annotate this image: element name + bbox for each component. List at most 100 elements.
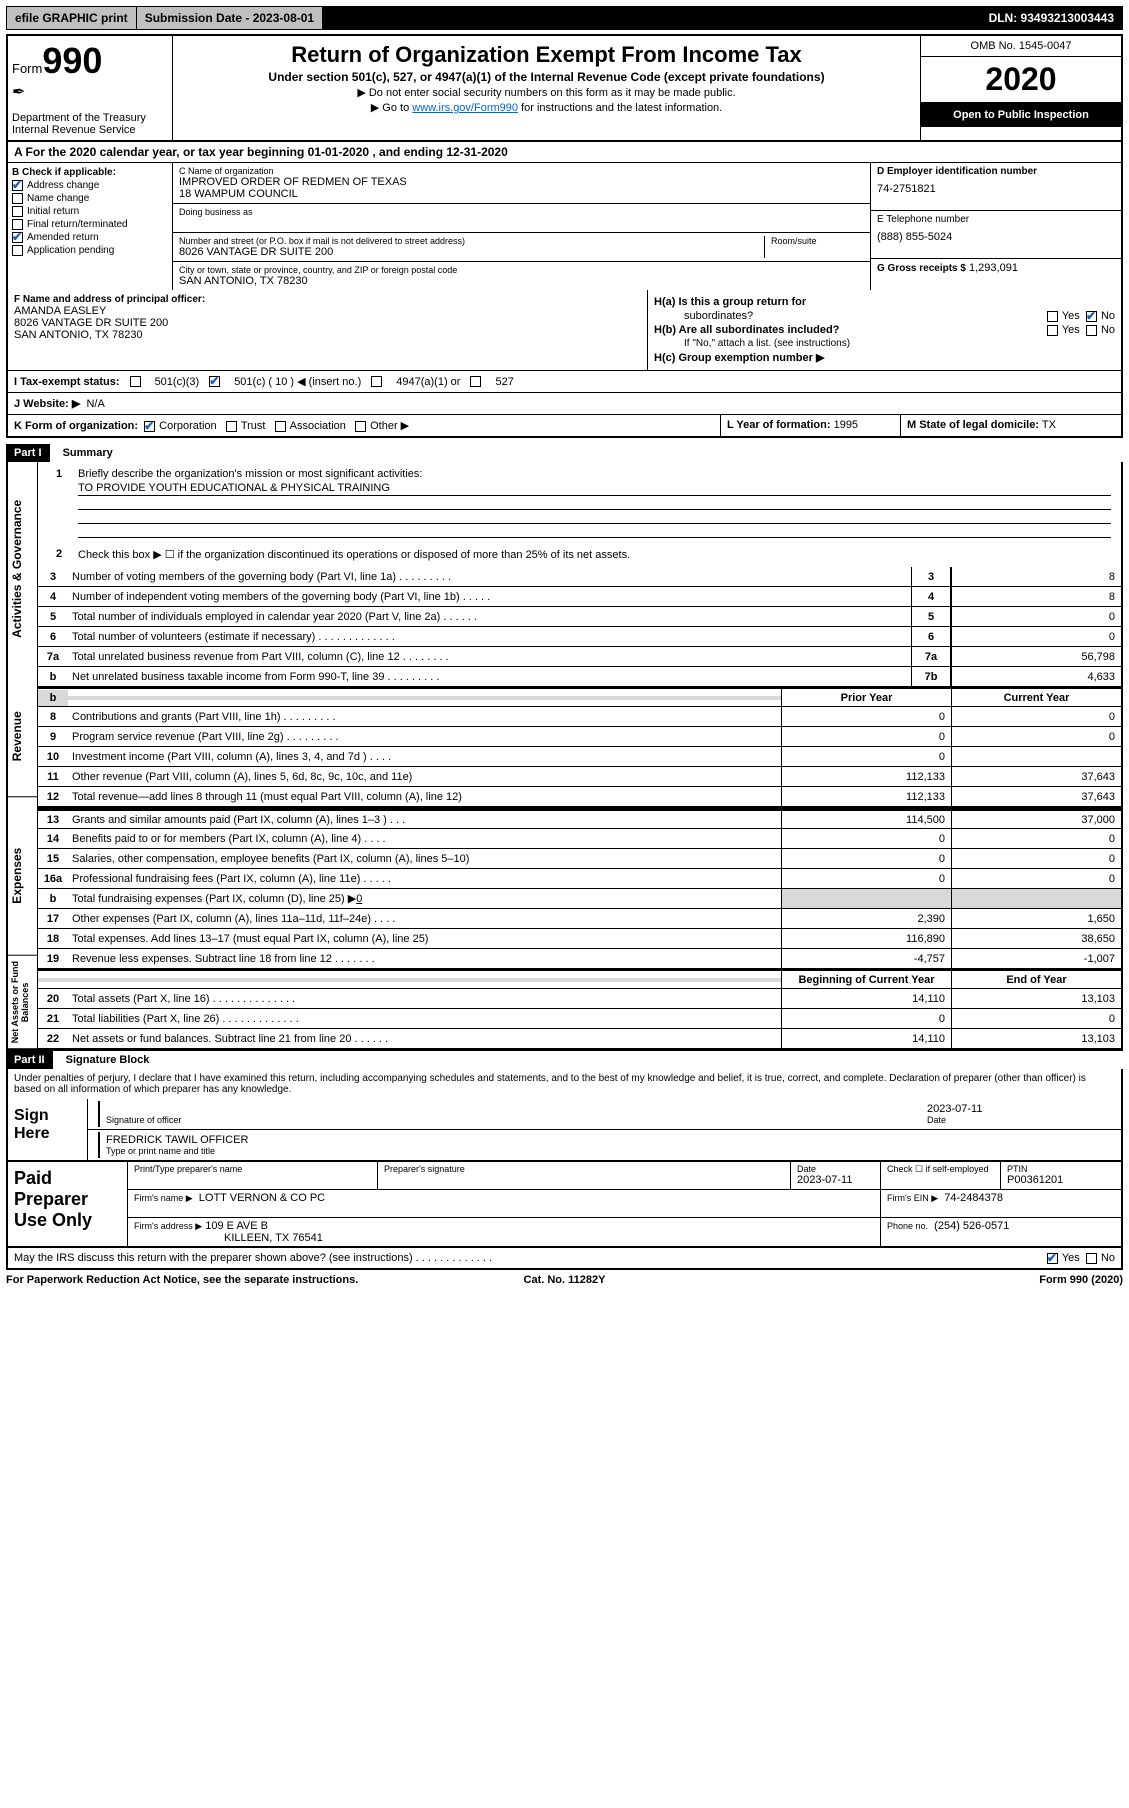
section-l: L Year of formation: 1995 bbox=[721, 415, 901, 436]
firm-phone: (254) 526-0571 bbox=[934, 1220, 1009, 1232]
firm-addr1: 109 E AVE B bbox=[205, 1220, 268, 1232]
summary-table: Activities & Governance Revenue Expenses… bbox=[6, 462, 1123, 1051]
summary-row: 15Salaries, other compensation, employee… bbox=[38, 849, 1121, 869]
chk-ha-yes[interactable] bbox=[1047, 311, 1058, 322]
irs: Internal Revenue Service bbox=[12, 124, 168, 136]
tax-year: 2020 bbox=[921, 57, 1121, 103]
website: N/A bbox=[86, 398, 104, 410]
section-m: M State of legal domicile: TX bbox=[901, 415, 1121, 436]
chk-501c3[interactable] bbox=[130, 376, 141, 387]
summary-row: 9Program service revenue (Part VIII, lin… bbox=[38, 727, 1121, 747]
chk-address-change[interactable] bbox=[12, 180, 23, 191]
prep-date: 2023-07-11 bbox=[797, 1174, 874, 1186]
efile-button[interactable]: efile GRAPHIC print bbox=[7, 7, 137, 29]
chk-discuss-no[interactable] bbox=[1086, 1253, 1097, 1264]
chk-discuss-yes[interactable] bbox=[1047, 1253, 1058, 1264]
part-ii-title: Signature Block bbox=[56, 1054, 150, 1066]
telephone: (888) 855-5024 bbox=[877, 231, 1115, 243]
submission-date: Submission Date - 2023-08-01 bbox=[137, 7, 323, 29]
part-ii-tag: Part II bbox=[6, 1051, 53, 1069]
penalty-text: Under penalties of perjury, I declare th… bbox=[8, 1069, 1121, 1099]
topbar: efile GRAPHIC print Submission Date - 20… bbox=[6, 6, 1123, 30]
summary-row: 11Other revenue (Part VIII, column (A), … bbox=[38, 767, 1121, 787]
summary-row: 16aProfessional fundraising fees (Part I… bbox=[38, 869, 1121, 889]
chk-527[interactable] bbox=[470, 376, 481, 387]
vtab-revenue: Revenue bbox=[8, 676, 37, 797]
chk-hb-no[interactable] bbox=[1086, 325, 1097, 336]
paid-preparer-label: Paid Preparer Use Only bbox=[8, 1162, 128, 1246]
chk-ha-no[interactable] bbox=[1086, 311, 1097, 322]
topbar-spacer bbox=[323, 7, 980, 29]
summary-row: 20Total assets (Part X, line 16) . . . .… bbox=[38, 989, 1121, 1009]
vtab-expenses: Expenses bbox=[8, 797, 37, 956]
org-city: SAN ANTONIO, TX 78230 bbox=[179, 275, 864, 287]
summary-row: 4Number of independent voting members of… bbox=[38, 587, 1121, 607]
section-h: H(a) Is this a group return for subordin… bbox=[648, 290, 1121, 370]
chk-amended[interactable] bbox=[12, 232, 23, 243]
section-j: J Website: ▶ N/A bbox=[6, 393, 1123, 415]
section-deg: D Employer identification number 74-2751… bbox=[871, 163, 1121, 290]
na-header-row: Beginning of Current Year End of Year bbox=[38, 969, 1121, 989]
section-c: C Name of organization IMPROVED ORDER OF… bbox=[173, 163, 871, 290]
org-name-1: IMPROVED ORDER OF REDMEN OF TEXAS bbox=[179, 176, 864, 188]
org-address: 8026 VANTAGE DR SUITE 200 bbox=[179, 246, 764, 258]
omb-number: OMB No. 1545-0047 bbox=[921, 36, 1121, 57]
org-name-2: 18 WAMPUM COUNCIL bbox=[179, 188, 864, 200]
summary-row: 19Revenue less expenses. Subtract line 1… bbox=[38, 949, 1121, 969]
officer-signer: FREDRICK TAWIL OFFICER bbox=[106, 1134, 1115, 1146]
chk-assoc[interactable] bbox=[275, 421, 286, 432]
summary-row: 13Grants and similar amounts paid (Part … bbox=[38, 809, 1121, 829]
summary-row: 18Total expenses. Add lines 13–17 (must … bbox=[38, 929, 1121, 949]
summary-row: 6Total number of volunteers (estimate if… bbox=[38, 627, 1121, 647]
chk-trust[interactable] bbox=[226, 421, 237, 432]
summary-row: 10Investment income (Part VIII, column (… bbox=[38, 747, 1121, 767]
chk-application-pending[interactable] bbox=[12, 245, 23, 256]
vtab-netassets: Net Assets or Fund Balances bbox=[8, 956, 37, 1049]
chk-initial-return[interactable] bbox=[12, 206, 23, 217]
firm-ein: 74-2484378 bbox=[944, 1192, 1003, 1204]
discuss-row: May the IRS discuss this return with the… bbox=[6, 1248, 1123, 1270]
dln: DLN: 93493213003443 bbox=[981, 7, 1122, 29]
form-subtitle: Under section 501(c), 527, or 4947(a)(1)… bbox=[177, 70, 916, 84]
section-klm: K Form of organization: Corporation Trus… bbox=[6, 415, 1123, 438]
firm-addr2: KILLEEN, TX 76541 bbox=[134, 1232, 874, 1244]
summary-row: 3Number of voting members of the governi… bbox=[38, 567, 1121, 587]
summary-row: bNet unrelated business taxable income f… bbox=[38, 667, 1121, 687]
section-i: I Tax-exempt status: 501(c)(3) 501(c) ( … bbox=[6, 371, 1123, 393]
summary-row: 12Total revenue—add lines 8 through 11 (… bbox=[38, 787, 1121, 807]
summary-row: 17Other expenses (Part IX, column (A), l… bbox=[38, 909, 1121, 929]
form-title: Return of Organization Exempt From Incom… bbox=[177, 42, 916, 68]
signature-block: Under penalties of perjury, I declare th… bbox=[6, 1069, 1123, 1162]
entity-block: B Check if applicable: Address change Na… bbox=[6, 163, 1123, 290]
section-b: B Check if applicable: Address change Na… bbox=[8, 163, 173, 290]
chk-final-return[interactable] bbox=[12, 219, 23, 230]
irs-link[interactable]: www.irs.gov/Form990 bbox=[412, 102, 518, 114]
chk-4947[interactable] bbox=[371, 376, 382, 387]
chk-hb-yes[interactable] bbox=[1047, 325, 1058, 336]
chk-other[interactable] bbox=[355, 421, 366, 432]
paid-preparer-block: Paid Preparer Use Only Print/Type prepar… bbox=[6, 1162, 1123, 1248]
summary-row: 21Total liabilities (Part X, line 26) . … bbox=[38, 1009, 1121, 1029]
section-fh: F Name and address of principal officer:… bbox=[6, 290, 1123, 371]
form-number: Form990 bbox=[12, 40, 168, 82]
form-note-ssn: ▶ Do not enter social security numbers o… bbox=[177, 86, 916, 99]
part-i-title: Summary bbox=[53, 447, 113, 459]
chk-corp[interactable] bbox=[144, 421, 155, 432]
officer-addr2: SAN ANTONIO, TX 78230 bbox=[14, 329, 641, 341]
summary-row: 8Contributions and grants (Part VIII, li… bbox=[38, 707, 1121, 727]
chk-501c[interactable] bbox=[209, 376, 220, 387]
summary-row: 14Benefits paid to or for members (Part … bbox=[38, 829, 1121, 849]
officer-name: AMANDA EASLEY bbox=[14, 305, 641, 317]
footer: For Paperwork Reduction Act Notice, see … bbox=[6, 1270, 1123, 1290]
chk-name-change[interactable] bbox=[12, 193, 23, 204]
summary-row: 7aTotal unrelated business revenue from … bbox=[38, 647, 1121, 667]
summary-row: 5Total number of individuals employed in… bbox=[38, 607, 1121, 627]
form-note-link: ▶ Go to www.irs.gov/Form990 for instruct… bbox=[177, 101, 916, 114]
open-inspection: Open to Public Inspection bbox=[921, 103, 1121, 127]
section-f: F Name and address of principal officer:… bbox=[8, 290, 648, 370]
ein: 74-2751821 bbox=[877, 183, 1115, 195]
rev-header-row: b Prior Year Current Year bbox=[38, 687, 1121, 707]
part-i-tag: Part I bbox=[6, 444, 50, 462]
form-header: Form990 ✒ Department of the Treasury Int… bbox=[6, 34, 1123, 142]
dept-treasury: Department of the Treasury bbox=[12, 112, 168, 124]
